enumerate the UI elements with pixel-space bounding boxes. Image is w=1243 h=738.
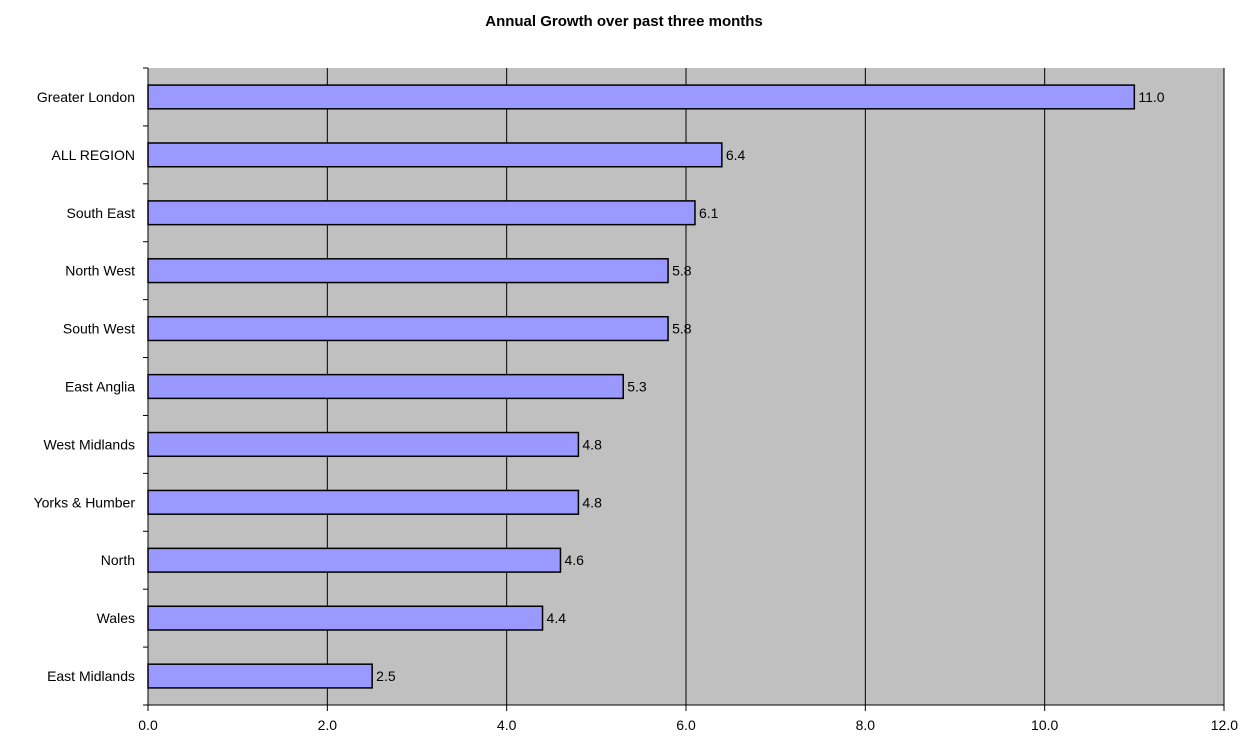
value-labels: 11.0 6.4 6.1 5.8 5.8 5.3 4.8 4.8 4.6 4.4 2.5 (376, 89, 1165, 684)
category-label: South West (63, 321, 135, 337)
category-label: Yorks & Humber (34, 494, 136, 510)
data-label: 5.8 (672, 321, 692, 337)
category-label: North (101, 552, 135, 568)
category-label: East Anglia (65, 379, 135, 395)
data-label: 6.1 (699, 205, 719, 221)
bar (147, 489, 580, 515)
data-label: 5.8 (672, 263, 692, 279)
y-axis (143, 67, 149, 706)
chart-title: Annual Growth over past three months (485, 13, 763, 30)
data-label: 4.4 (547, 610, 567, 626)
x-tick-label: 2.0 (318, 717, 338, 733)
category-label: South East (67, 205, 136, 221)
bar (147, 605, 544, 631)
data-label: 11.0 (1138, 89, 1164, 105)
bar (147, 373, 624, 400)
bar (147, 200, 696, 226)
data-label: 6.4 (726, 147, 746, 163)
data-label: 4.6 (564, 552, 584, 568)
data-label: 4.8 (582, 494, 602, 510)
x-tick-label: 0.0 (138, 717, 158, 733)
data-label: 5.3 (627, 379, 647, 395)
bar (147, 142, 723, 168)
data-label: 2.5 (376, 668, 396, 684)
bar (147, 315, 669, 342)
x-tick-label: 12.0 (1211, 717, 1238, 733)
x-axis: 0.0 2.0 4.0 6.0 8.0 10.0 12.0 (138, 704, 1238, 733)
category-label: North West (65, 263, 135, 279)
category-label: ALL REGION (51, 147, 135, 163)
bar (147, 431, 580, 458)
bar (147, 663, 373, 689)
x-tick-label: 8.0 (856, 717, 876, 733)
category-label: West Midlands (43, 436, 135, 452)
bar (147, 84, 1136, 110)
category-label: Wales (97, 610, 135, 626)
x-tick-label: 4.0 (497, 717, 517, 733)
bar (147, 258, 669, 284)
data-label: 4.8 (582, 436, 602, 452)
category-label: East Midlands (47, 668, 135, 684)
x-tick-label: 6.0 (676, 717, 696, 733)
category-labels: Greater London ALL REGION South East North … (34, 89, 136, 684)
category-label: Greater London (37, 89, 135, 105)
bar (147, 547, 562, 573)
x-tick-label: 10.0 (1031, 717, 1058, 733)
